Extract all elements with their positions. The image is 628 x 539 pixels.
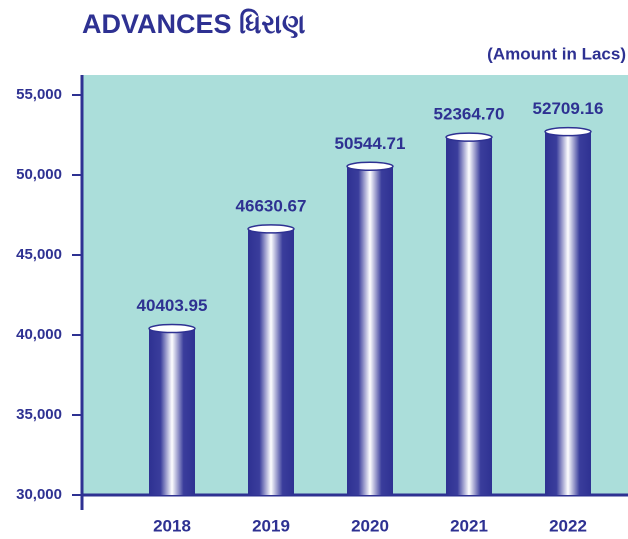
bar-top: [247, 224, 295, 234]
x-tick-label: 2022: [549, 516, 587, 535]
value-label: 52709.16: [533, 99, 604, 118]
value-label: 46630.67: [236, 196, 307, 215]
bar: [545, 131, 591, 495]
value-label: 50544.71: [335, 134, 406, 153]
bar: [446, 137, 492, 495]
bar-top: [445, 132, 493, 142]
y-tick-label: 30,000: [16, 486, 62, 503]
value-label: 40403.95: [137, 296, 208, 315]
value-label: 52364.70: [434, 105, 505, 124]
y-tick-label: 35,000: [16, 406, 62, 423]
bar-top: [544, 126, 592, 137]
y-tick-label: 45,000: [16, 246, 62, 263]
x-tick-label: 2019: [252, 516, 290, 535]
x-tick-label: 2020: [351, 516, 389, 535]
bar: [248, 228, 294, 495]
bar: [347, 166, 393, 495]
chart-title: ADVANCES ધિરાણ: [82, 9, 305, 39]
bar-top: [148, 323, 196, 334]
y-tick-label: 50,000: [16, 166, 62, 183]
chart-subtitle: (Amount in Lacs): [487, 44, 626, 63]
y-tick-label: 40,000: [16, 326, 62, 343]
bar-top: [346, 161, 394, 172]
x-tick-label: 2018: [153, 516, 191, 535]
bar: [149, 328, 195, 495]
x-tick-label: 2021: [450, 516, 488, 535]
y-tick-label: 55,000: [16, 86, 62, 103]
